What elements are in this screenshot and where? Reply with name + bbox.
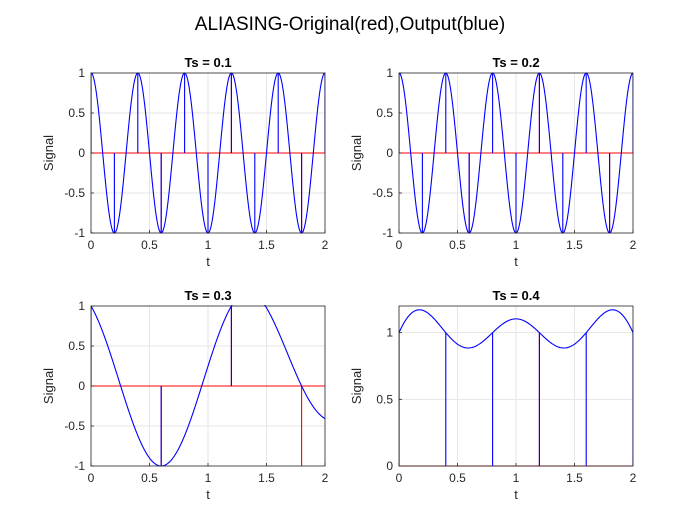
y-tick-label: -0.5 bbox=[372, 186, 393, 200]
y-tick-label: 0 bbox=[78, 146, 85, 160]
y-tick-label: -1 bbox=[74, 459, 85, 473]
x-tick-label: 0.5 bbox=[141, 471, 158, 485]
x-tick-label: 2 bbox=[322, 238, 329, 252]
x-tick-label: 0 bbox=[88, 238, 95, 252]
y-tick-label: 0.5 bbox=[376, 392, 393, 406]
plot-area bbox=[91, 305, 325, 467]
subplot-3: 0 0.5 1 1.5 2 1 0.5 0 -0.5 -1 Ts = 0.3 t Signal bbox=[41, 288, 329, 502]
x-tick-label: 0 bbox=[396, 238, 403, 252]
x-tick-label: 1.5 bbox=[566, 471, 583, 485]
x-axis-label: t bbox=[206, 254, 210, 269]
y-axis-label: Signal bbox=[41, 135, 56, 171]
y-tick-label: 0 bbox=[386, 146, 393, 160]
x-axis-label: t bbox=[514, 254, 518, 269]
x-tick-label: 0.5 bbox=[449, 471, 466, 485]
output-line bbox=[91, 305, 325, 467]
y-tick-label: -1 bbox=[74, 226, 85, 240]
subplot-4: 0 0.5 1 1.5 2 1 0.5 0 Ts = 0.4 t Signal bbox=[349, 288, 637, 502]
subplot-title: Ts = 0.2 bbox=[492, 55, 539, 70]
figure-title: ALIASING-Original(red),Output(blue) bbox=[195, 14, 505, 35]
y-tick-label: 0.5 bbox=[68, 106, 85, 120]
subplot-title: Ts = 0.1 bbox=[184, 55, 231, 70]
x-axis-label: t bbox=[206, 487, 210, 502]
y-tick-label: 1 bbox=[386, 66, 393, 80]
y-tick-label: 1 bbox=[78, 299, 85, 313]
y-tick-label: 1 bbox=[78, 66, 85, 80]
y-tick-label: -0.5 bbox=[64, 419, 85, 433]
x-tick-label: 1 bbox=[513, 471, 520, 485]
y-tick-label: 0 bbox=[386, 459, 393, 473]
subplot-2: 0 0.5 1 1.5 2 1 0.5 0 -0.5 -1 Ts = 0.2 t Signal bbox=[349, 55, 637, 269]
y-tick-label: -0.5 bbox=[64, 186, 85, 200]
y-axis-label: Signal bbox=[41, 368, 56, 404]
x-tick-label: 1.5 bbox=[258, 471, 275, 485]
y-tick-label: 1 bbox=[386, 326, 393, 340]
x-tick-label: 1.5 bbox=[566, 238, 583, 252]
y-tick-label: 0.5 bbox=[68, 339, 85, 353]
x-tick-label: 1 bbox=[205, 238, 212, 252]
subplot-title: Ts = 0.4 bbox=[492, 288, 540, 303]
y-tick-label: -1 bbox=[382, 226, 393, 240]
x-tick-label: 0 bbox=[88, 471, 95, 485]
x-tick-label: 2 bbox=[322, 471, 329, 485]
x-axis-label: t bbox=[514, 487, 518, 502]
y-axis-label: Signal bbox=[349, 368, 364, 404]
x-tick-label: 1 bbox=[513, 238, 520, 252]
x-tick-label: 2 bbox=[630, 238, 637, 252]
x-tick-label: 1.5 bbox=[258, 238, 275, 252]
x-tick-label: 0.5 bbox=[141, 238, 158, 252]
y-tick-label: 0 bbox=[78, 379, 85, 393]
x-tick-label: 2 bbox=[630, 471, 637, 485]
x-tick-label: 0.5 bbox=[449, 238, 466, 252]
x-tick-label: 0 bbox=[396, 471, 403, 485]
y-axis-label: Signal bbox=[349, 135, 364, 171]
subplot-1: 0 0.5 1 1.5 2 1 0.5 0 -0.5 -1 Ts = 0.1 t Signal bbox=[41, 55, 329, 269]
y-tick-label: 0.5 bbox=[376, 106, 393, 120]
subplot-title: Ts = 0.3 bbox=[184, 288, 231, 303]
output-line bbox=[399, 309, 633, 349]
plot-area bbox=[399, 72, 633, 234]
x-tick-label: 1 bbox=[205, 471, 212, 485]
subplot-grid: 0 0.5 1 1.5 2 1 0.5 0 -0.5 -1 Ts = 0.1 t Signal 0 0.5 1… bbox=[41, 55, 637, 502]
